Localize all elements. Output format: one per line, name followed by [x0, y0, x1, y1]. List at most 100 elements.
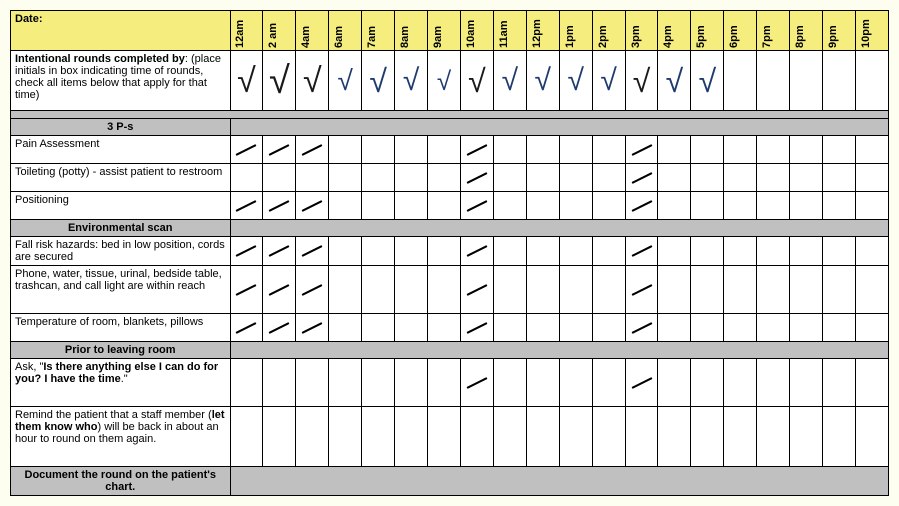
task-cell[interactable]: [362, 359, 395, 407]
task-cell[interactable]: [625, 314, 658, 342]
task-cell[interactable]: [428, 266, 461, 314]
rounds-cell[interactable]: √: [230, 51, 263, 111]
task-cell[interactable]: [263, 164, 296, 192]
task-cell[interactable]: [428, 237, 461, 266]
task-cell[interactable]: [658, 136, 691, 164]
rounds-cell[interactable]: √: [592, 51, 625, 111]
task-cell[interactable]: [790, 136, 823, 164]
task-cell[interactable]: [625, 359, 658, 407]
task-cell[interactable]: [362, 192, 395, 220]
task-cell[interactable]: [856, 237, 889, 266]
task-cell[interactable]: [823, 407, 856, 467]
task-cell[interactable]: [263, 266, 296, 314]
task-cell[interactable]: [856, 314, 889, 342]
task-cell[interactable]: [658, 192, 691, 220]
task-cell[interactable]: [296, 192, 329, 220]
task-cell[interactable]: [790, 164, 823, 192]
task-cell[interactable]: [592, 164, 625, 192]
task-cell[interactable]: [526, 164, 559, 192]
rounds-cell[interactable]: √: [658, 51, 691, 111]
task-cell[interactable]: [592, 314, 625, 342]
task-cell[interactable]: [296, 314, 329, 342]
task-cell[interactable]: [823, 237, 856, 266]
task-cell[interactable]: [559, 136, 592, 164]
task-cell[interactable]: [757, 237, 790, 266]
task-cell[interactable]: [691, 164, 724, 192]
task-cell[interactable]: [493, 266, 526, 314]
task-cell[interactable]: [856, 192, 889, 220]
task-cell[interactable]: [460, 407, 493, 467]
task-cell[interactable]: [263, 359, 296, 407]
task-cell[interactable]: [493, 237, 526, 266]
task-cell[interactable]: [592, 136, 625, 164]
task-cell[interactable]: [460, 192, 493, 220]
task-cell[interactable]: [296, 136, 329, 164]
task-cell[interactable]: [362, 407, 395, 467]
task-cell[interactable]: [658, 359, 691, 407]
task-cell[interactable]: [559, 266, 592, 314]
task-cell[interactable]: [658, 314, 691, 342]
task-cell[interactable]: [329, 136, 362, 164]
task-cell[interactable]: [724, 136, 757, 164]
task-cell[interactable]: [460, 314, 493, 342]
task-cell[interactable]: [526, 237, 559, 266]
task-cell[interactable]: [395, 314, 428, 342]
task-cell[interactable]: [856, 266, 889, 314]
task-cell[interactable]: [493, 192, 526, 220]
task-cell[interactable]: [329, 359, 362, 407]
task-cell[interactable]: [428, 314, 461, 342]
task-cell[interactable]: [263, 237, 296, 266]
task-cell[interactable]: [296, 407, 329, 467]
task-cell[interactable]: [493, 314, 526, 342]
task-cell[interactable]: [592, 266, 625, 314]
task-cell[interactable]: [230, 359, 263, 407]
task-cell[interactable]: [856, 359, 889, 407]
task-cell[interactable]: [460, 237, 493, 266]
task-cell[interactable]: [823, 192, 856, 220]
task-cell[interactable]: [724, 314, 757, 342]
task-cell[interactable]: [691, 266, 724, 314]
task-cell[interactable]: [757, 314, 790, 342]
rounds-cell[interactable]: √: [329, 51, 362, 111]
task-cell[interactable]: [395, 136, 428, 164]
task-cell[interactable]: [460, 266, 493, 314]
task-cell[interactable]: [526, 314, 559, 342]
task-cell[interactable]: [428, 164, 461, 192]
task-cell[interactable]: [625, 164, 658, 192]
task-cell[interactable]: [460, 164, 493, 192]
task-cell[interactable]: [460, 136, 493, 164]
task-cell[interactable]: [263, 192, 296, 220]
task-cell[interactable]: [395, 359, 428, 407]
task-cell[interactable]: [757, 136, 790, 164]
task-cell[interactable]: [493, 359, 526, 407]
task-cell[interactable]: [493, 136, 526, 164]
task-cell[interactable]: [230, 192, 263, 220]
task-cell[interactable]: [362, 136, 395, 164]
rounds-cell[interactable]: √: [296, 51, 329, 111]
task-cell[interactable]: [724, 407, 757, 467]
task-cell[interactable]: [428, 359, 461, 407]
task-cell[interactable]: [329, 407, 362, 467]
rounds-cell[interactable]: [790, 51, 823, 111]
task-cell[interactable]: [658, 164, 691, 192]
task-cell[interactable]: [625, 266, 658, 314]
rounds-cell[interactable]: √: [395, 51, 428, 111]
rounds-cell[interactable]: √: [493, 51, 526, 111]
task-cell[interactable]: [460, 359, 493, 407]
task-cell[interactable]: [329, 266, 362, 314]
task-cell[interactable]: [790, 237, 823, 266]
task-cell[interactable]: [329, 164, 362, 192]
task-cell[interactable]: [625, 237, 658, 266]
task-cell[interactable]: [296, 359, 329, 407]
task-cell[interactable]: [757, 407, 790, 467]
task-cell[interactable]: [395, 237, 428, 266]
task-cell[interactable]: [428, 407, 461, 467]
task-cell[interactable]: [757, 359, 790, 407]
task-cell[interactable]: [724, 192, 757, 220]
task-cell[interactable]: [724, 266, 757, 314]
task-cell[interactable]: [691, 192, 724, 220]
task-cell[interactable]: [724, 359, 757, 407]
task-cell[interactable]: [625, 136, 658, 164]
task-cell[interactable]: [658, 237, 691, 266]
task-cell[interactable]: [691, 136, 724, 164]
